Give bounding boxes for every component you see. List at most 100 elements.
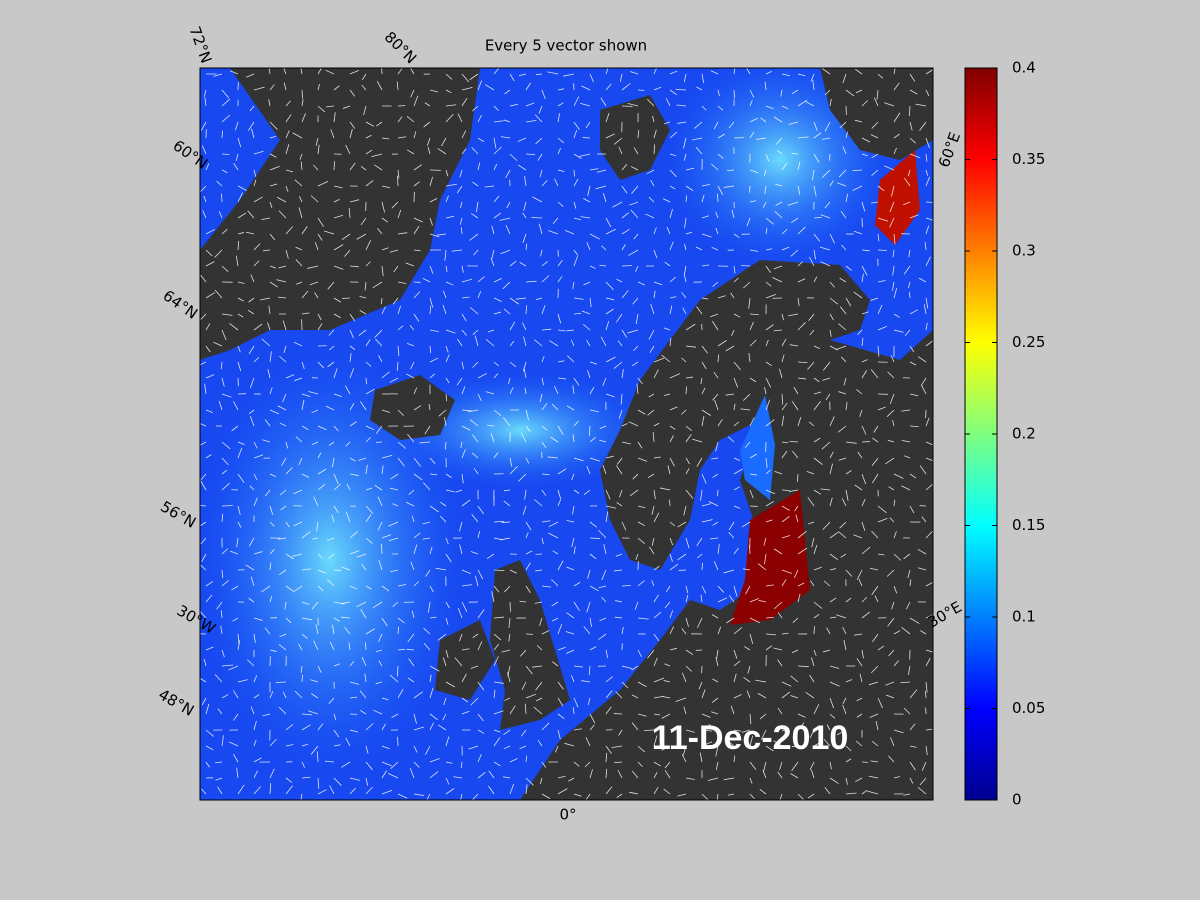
- vector: [269, 153, 277, 158]
- vector: [611, 745, 623, 749]
- vector: [755, 679, 767, 683]
- vector: [201, 697, 207, 706]
- vector: [540, 249, 543, 257]
- vector: [237, 640, 241, 651]
- vector: [923, 304, 927, 315]
- vector: [317, 425, 327, 431]
- vector: [557, 425, 564, 435]
- vector: [728, 121, 735, 129]
- vector: [444, 249, 447, 261]
- vector: [253, 633, 256, 643]
- vector: [653, 633, 660, 642]
- vector: [605, 489, 611, 500]
- vector: [501, 521, 511, 524]
- vector: [501, 649, 511, 653]
- vector: [813, 391, 822, 395]
- vector: [762, 201, 767, 208]
- vector: [725, 345, 735, 352]
- vector: [269, 738, 277, 747]
- vector: [509, 387, 514, 395]
- land: [820, 68, 933, 160]
- vector: [237, 313, 244, 318]
- vector: [877, 233, 880, 242]
- vector: [917, 567, 927, 571]
- date-label: 11-Dec-2010: [652, 719, 849, 757]
- vector: [748, 352, 751, 363]
- vector: [365, 149, 373, 155]
- vector: [509, 705, 516, 715]
- vector: [669, 373, 681, 379]
- vector: [445, 777, 450, 785]
- vector: [919, 777, 927, 786]
- vector: [253, 169, 257, 178]
- vector: [374, 484, 383, 491]
- vector: [349, 402, 355, 411]
- vector: [909, 89, 918, 95]
- vector: [237, 473, 245, 483]
- vector: [205, 646, 214, 651]
- vector: [539, 617, 543, 627]
- vector: [573, 178, 579, 187]
- vector: [524, 489, 527, 500]
- vector: [525, 280, 537, 283]
- vector: [525, 409, 530, 421]
- vector: [589, 457, 600, 462]
- vector: [681, 409, 687, 415]
- vector: [246, 73, 255, 78]
- vector: [871, 153, 879, 159]
- vector: [614, 569, 623, 572]
- vector: [429, 217, 433, 226]
- vector: [823, 738, 831, 747]
- vector: [356, 553, 367, 558]
- vector: [557, 88, 565, 91]
- colorbar: [964, 67, 998, 801]
- vector: [267, 322, 271, 331]
- vector: [229, 741, 239, 747]
- vector: [284, 601, 287, 610]
- vector: [509, 153, 518, 161]
- vector: [214, 674, 223, 683]
- vector: [683, 273, 687, 283]
- vector: [445, 681, 456, 688]
- vector: [500, 136, 511, 139]
- vector: [445, 601, 450, 609]
- vector: [364, 673, 367, 683]
- vector: [397, 457, 405, 467]
- vector: [613, 137, 623, 145]
- vector: [647, 409, 655, 416]
- vector: [557, 113, 560, 123]
- vector: [699, 752, 703, 763]
- vector: [328, 697, 335, 704]
- vector: [697, 617, 703, 628]
- vector: [328, 329, 335, 336]
- vector: [332, 457, 335, 468]
- vector: [877, 217, 888, 222]
- vector: [285, 144, 290, 155]
- vector: [521, 681, 527, 690]
- vector: [630, 209, 639, 219]
- vector: [327, 361, 335, 368]
- vector: [653, 456, 661, 459]
- vector: [889, 201, 895, 213]
- vector: [522, 322, 527, 331]
- vector: [653, 357, 664, 363]
- vector: [413, 291, 421, 299]
- vector: [605, 356, 616, 363]
- vector: [413, 473, 423, 481]
- vector: [472, 329, 479, 336]
- vector: [715, 441, 719, 452]
- vector: [637, 681, 647, 688]
- vector: [845, 89, 855, 97]
- vector: [701, 345, 708, 354]
- vector: [651, 580, 655, 587]
- vector: [388, 537, 399, 542]
- colorbar-tick-label: 0.1: [1012, 608, 1036, 626]
- vector: [356, 233, 367, 240]
- vector: [326, 537, 335, 542]
- vector: [885, 457, 895, 465]
- vector: [781, 535, 791, 539]
- vector: [310, 745, 319, 755]
- vector: [605, 297, 615, 301]
- vector: [749, 617, 760, 624]
- vector: [685, 323, 696, 331]
